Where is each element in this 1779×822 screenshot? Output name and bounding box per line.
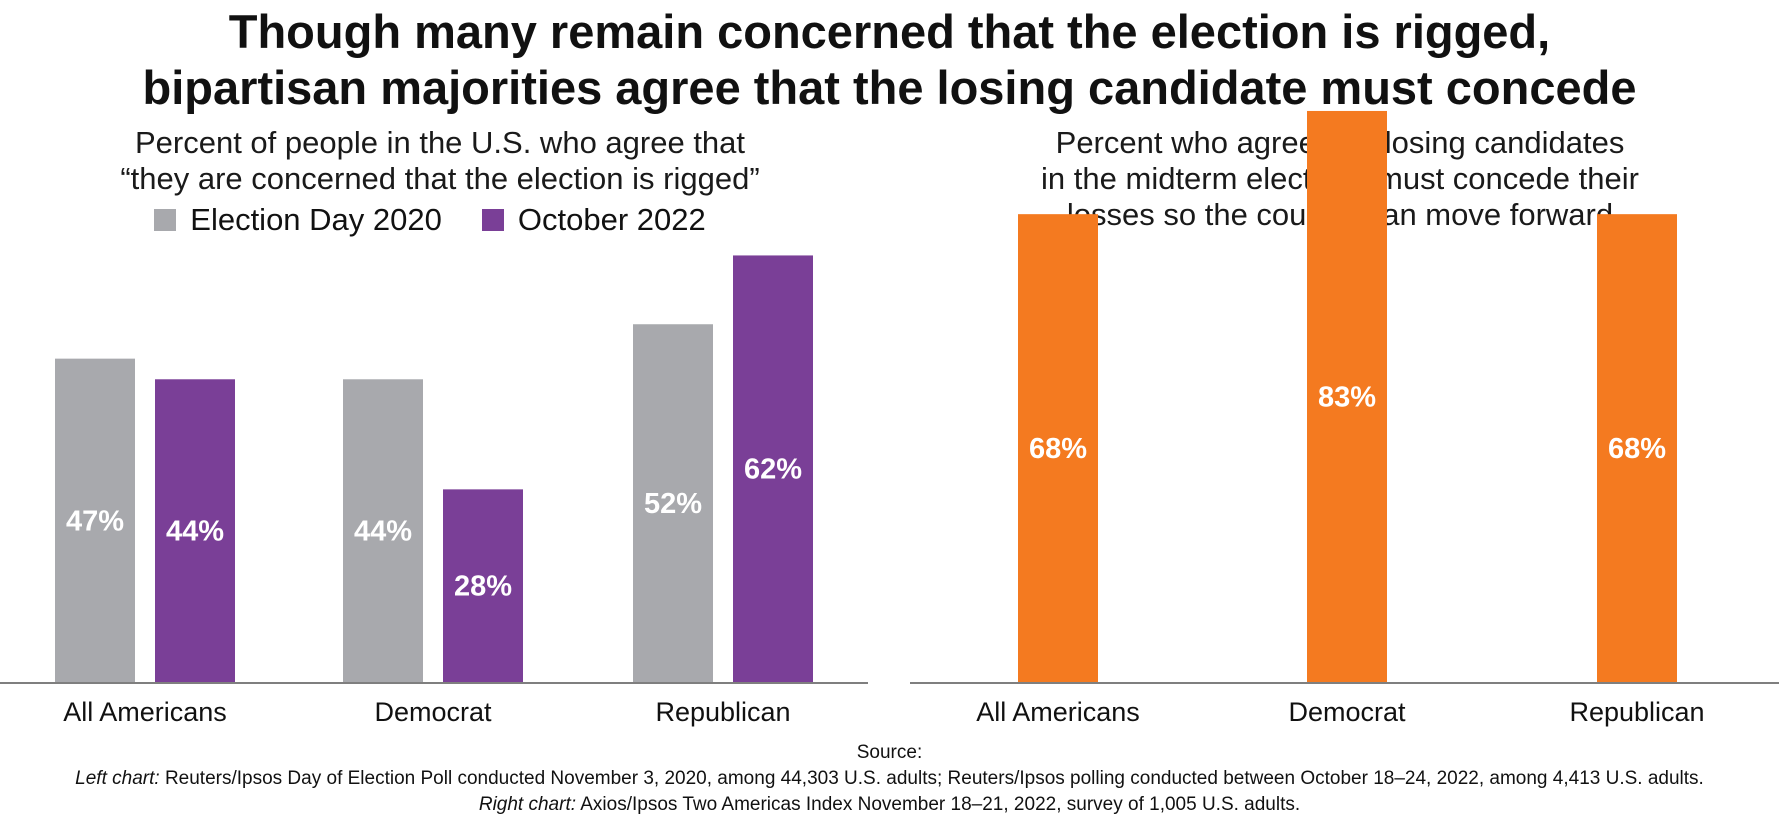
right-category-label: All Americans <box>976 697 1140 727</box>
legend-swatch-gray <box>154 209 177 231</box>
chart-title: Though many remain concerned that the el… <box>0 4 1779 116</box>
right-category-label: Democrat <box>1288 697 1406 727</box>
left-chart-legend: Election Day 2020 October 2022 <box>0 202 860 238</box>
source-left-text: Reuters/Ipsos Day of Election Poll condu… <box>164 768 1704 789</box>
left-bar-value-label: 28% <box>454 571 512 603</box>
left-category-label: Democrat <box>374 697 492 727</box>
legend-label: Election Day 2020 <box>190 202 442 237</box>
right-bar-value-label: 68% <box>1608 433 1666 465</box>
source-heading: Source: <box>856 742 923 763</box>
right-bar-democrat-0 <box>1307 110 1387 682</box>
left-bar-all-americans-1 <box>155 379 235 682</box>
source-left-chart: Left chart: Reuters/Ipsos Day of Electio… <box>0 766 1779 792</box>
legend-label: October 2022 <box>517 202 706 237</box>
source-right-chart: Right chart: Axios/Ipsos Two Americas In… <box>0 792 1779 818</box>
left-bar-democrat-0 <box>343 379 423 682</box>
left-bar-democrat-1 <box>443 489 523 682</box>
chart-title-line-2: bipartisan majorities agree that the los… <box>142 61 1637 114</box>
left-bar-all-americans-0 <box>55 358 135 682</box>
left-category-label: All Americans <box>63 697 227 727</box>
left-bar-value-label: 44% <box>166 516 224 548</box>
source-right-text: Axios/Ipsos Two Americas Index November … <box>580 794 1301 815</box>
left-subtitle-line-1: Percent of people in the U.S. who agree … <box>134 125 746 160</box>
left-subtitle-line-2: “they are concerned that the election is… <box>120 161 760 196</box>
right-bar-value-label: 68% <box>1029 433 1087 465</box>
right-bar-value-label: 83% <box>1318 381 1376 413</box>
chart-title-line-1: Though many remain concerned that the el… <box>228 5 1551 58</box>
legend-item-october-2022: October 2022 <box>481 202 706 238</box>
right-bar-all-americans-0 <box>1018 214 1098 682</box>
left-category-label: Republican <box>655 697 790 727</box>
source-right-prefix: Right chart: <box>478 794 576 815</box>
left-bar-value-label: 47% <box>66 505 124 537</box>
left-bar-value-label: 62% <box>744 454 802 486</box>
right-bar-republican-0 <box>1597 214 1677 682</box>
left-bar-value-label: 44% <box>354 516 412 548</box>
legend-swatch-purple <box>481 209 504 231</box>
right-category-label: Republican <box>1569 697 1704 727</box>
left-chart-subtitle: Percent of people in the U.S. who agree … <box>40 125 840 197</box>
bar-charts: 47% 44% All Americans 44% 28% Democrat 52% 62% R… <box>0 110 1779 727</box>
source-left-prefix: Left chart: <box>75 768 160 789</box>
left-bar-republican-1 <box>733 255 813 682</box>
left-bar-value-label: 52% <box>644 488 702 520</box>
left-bar-republican-0 <box>633 324 713 682</box>
legend-item-election-day-2020: Election Day 2020 <box>154 202 442 238</box>
